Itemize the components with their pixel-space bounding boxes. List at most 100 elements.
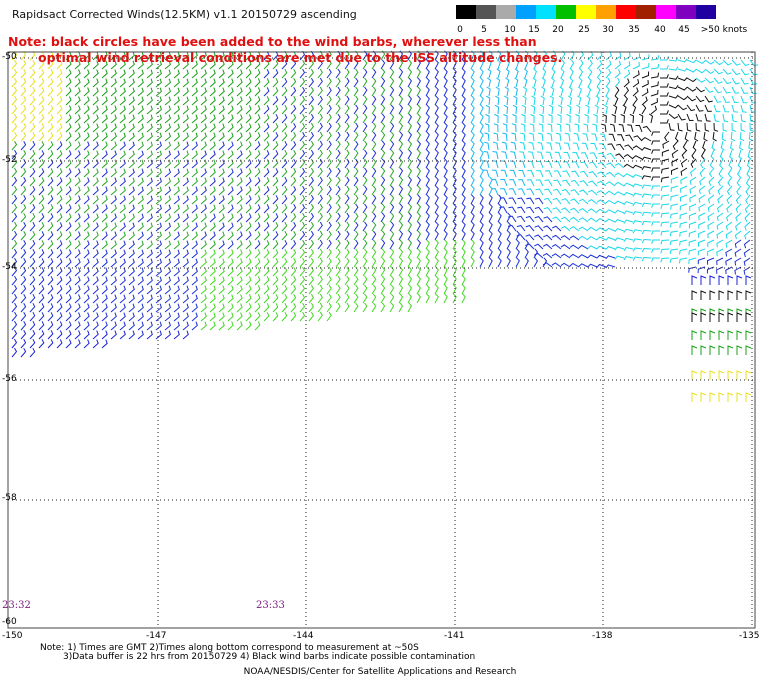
wind-barb [614, 209, 625, 214]
wind-barb [560, 262, 571, 268]
wind-barb [281, 158, 288, 169]
wind-barb [389, 203, 395, 214]
wind-barb [677, 77, 688, 82]
wind-barb [570, 198, 580, 205]
wind-barb [605, 227, 616, 232]
wind-barb [236, 285, 243, 295]
wind-barb [737, 167, 742, 178]
wind-barb [182, 141, 189, 151]
wind-barb [704, 122, 710, 132]
wind-barb [698, 212, 706, 221]
wind-barb [641, 71, 650, 79]
wind-barb [353, 95, 359, 106]
wind-barb [20, 176, 27, 187]
wind-barb [524, 239, 529, 250]
wind-barb [47, 159, 54, 169]
wind-barb [398, 59, 404, 70]
wind-barb [416, 149, 422, 160]
wind-barb [155, 105, 162, 115]
wind-barb [641, 238, 652, 244]
wind-barb [380, 68, 386, 79]
wind-barb [452, 167, 457, 178]
wind-barb [245, 231, 252, 241]
wind-barb [245, 312, 252, 322]
wind-barb [461, 203, 466, 214]
wind-barb [725, 257, 733, 266]
legend-barb [700, 370, 707, 380]
wind-barb [722, 68, 732, 75]
wind-barb [281, 230, 288, 241]
wind-barb [434, 140, 439, 151]
note-line-2: optimal wind retrieval conditions are me… [38, 50, 563, 65]
wind-barb [74, 294, 81, 304]
wind-barb [173, 159, 180, 169]
wind-barb [83, 204, 90, 214]
wind-barb [317, 95, 323, 106]
wind-barb [119, 150, 126, 160]
wind-barb [146, 231, 153, 241]
wind-barb [371, 257, 377, 268]
wind-barb [660, 65, 669, 70]
wind-barb [173, 204, 180, 214]
wind-barb [317, 59, 323, 70]
wind-barb [362, 104, 368, 115]
wind-barb [110, 249, 117, 259]
wind-barb [362, 77, 368, 88]
wind-barb [200, 258, 207, 268]
wind-barb [488, 212, 493, 223]
wind-barb [734, 266, 742, 275]
wind-barb [470, 158, 475, 169]
wind-barb [290, 131, 297, 142]
wind-barb [443, 212, 448, 223]
wind-barb [299, 185, 306, 196]
wind-barb [56, 258, 63, 268]
wind-barb [362, 167, 368, 178]
wind-barb [245, 177, 252, 187]
wind-barb [245, 249, 252, 259]
wind-barb [515, 239, 520, 250]
wind-barb [344, 140, 350, 151]
wind-barb [119, 222, 126, 232]
wind-barb [470, 59, 475, 70]
wind-barb [650, 89, 659, 97]
wind-barb [38, 177, 45, 187]
wind-barb [344, 266, 350, 277]
wind-barb [137, 285, 144, 295]
wind-barb [611, 113, 616, 124]
wind-barb [182, 258, 189, 268]
wind-barb [651, 230, 660, 235]
wind-barb [539, 114, 544, 124]
wind-barb [299, 113, 306, 124]
wind-barb [434, 167, 439, 178]
wind-barb [398, 122, 404, 133]
wind-barb [698, 221, 706, 229]
wind-barb [434, 275, 439, 286]
wind-barb [707, 221, 715, 230]
wind-barb [173, 123, 180, 133]
wind-barb [263, 240, 270, 250]
wind-barb [651, 194, 660, 199]
wind-barb [20, 302, 27, 313]
wind-barb [290, 194, 297, 205]
wind-barb [389, 176, 395, 187]
wind-barb [164, 78, 171, 88]
wind-barb [245, 276, 252, 286]
wind-barb [38, 240, 45, 250]
wind-barb [371, 158, 377, 169]
wind-barb [537, 151, 544, 160]
wind-barb [735, 221, 742, 231]
wind-barb [344, 77, 350, 88]
wind-barb [146, 105, 153, 115]
wind-barb [218, 78, 225, 88]
wind-barb [110, 150, 117, 160]
wind-barb [544, 179, 553, 187]
wind-barb [317, 140, 323, 151]
lat-label-54: -54 [2, 262, 17, 272]
wind-barb [281, 176, 288, 187]
wind-barb [398, 275, 404, 286]
wind-barb [47, 60, 54, 70]
wind-barb [227, 150, 234, 160]
wind-barb [56, 204, 63, 214]
wind-barb [434, 257, 439, 268]
wind-barb [371, 131, 377, 142]
